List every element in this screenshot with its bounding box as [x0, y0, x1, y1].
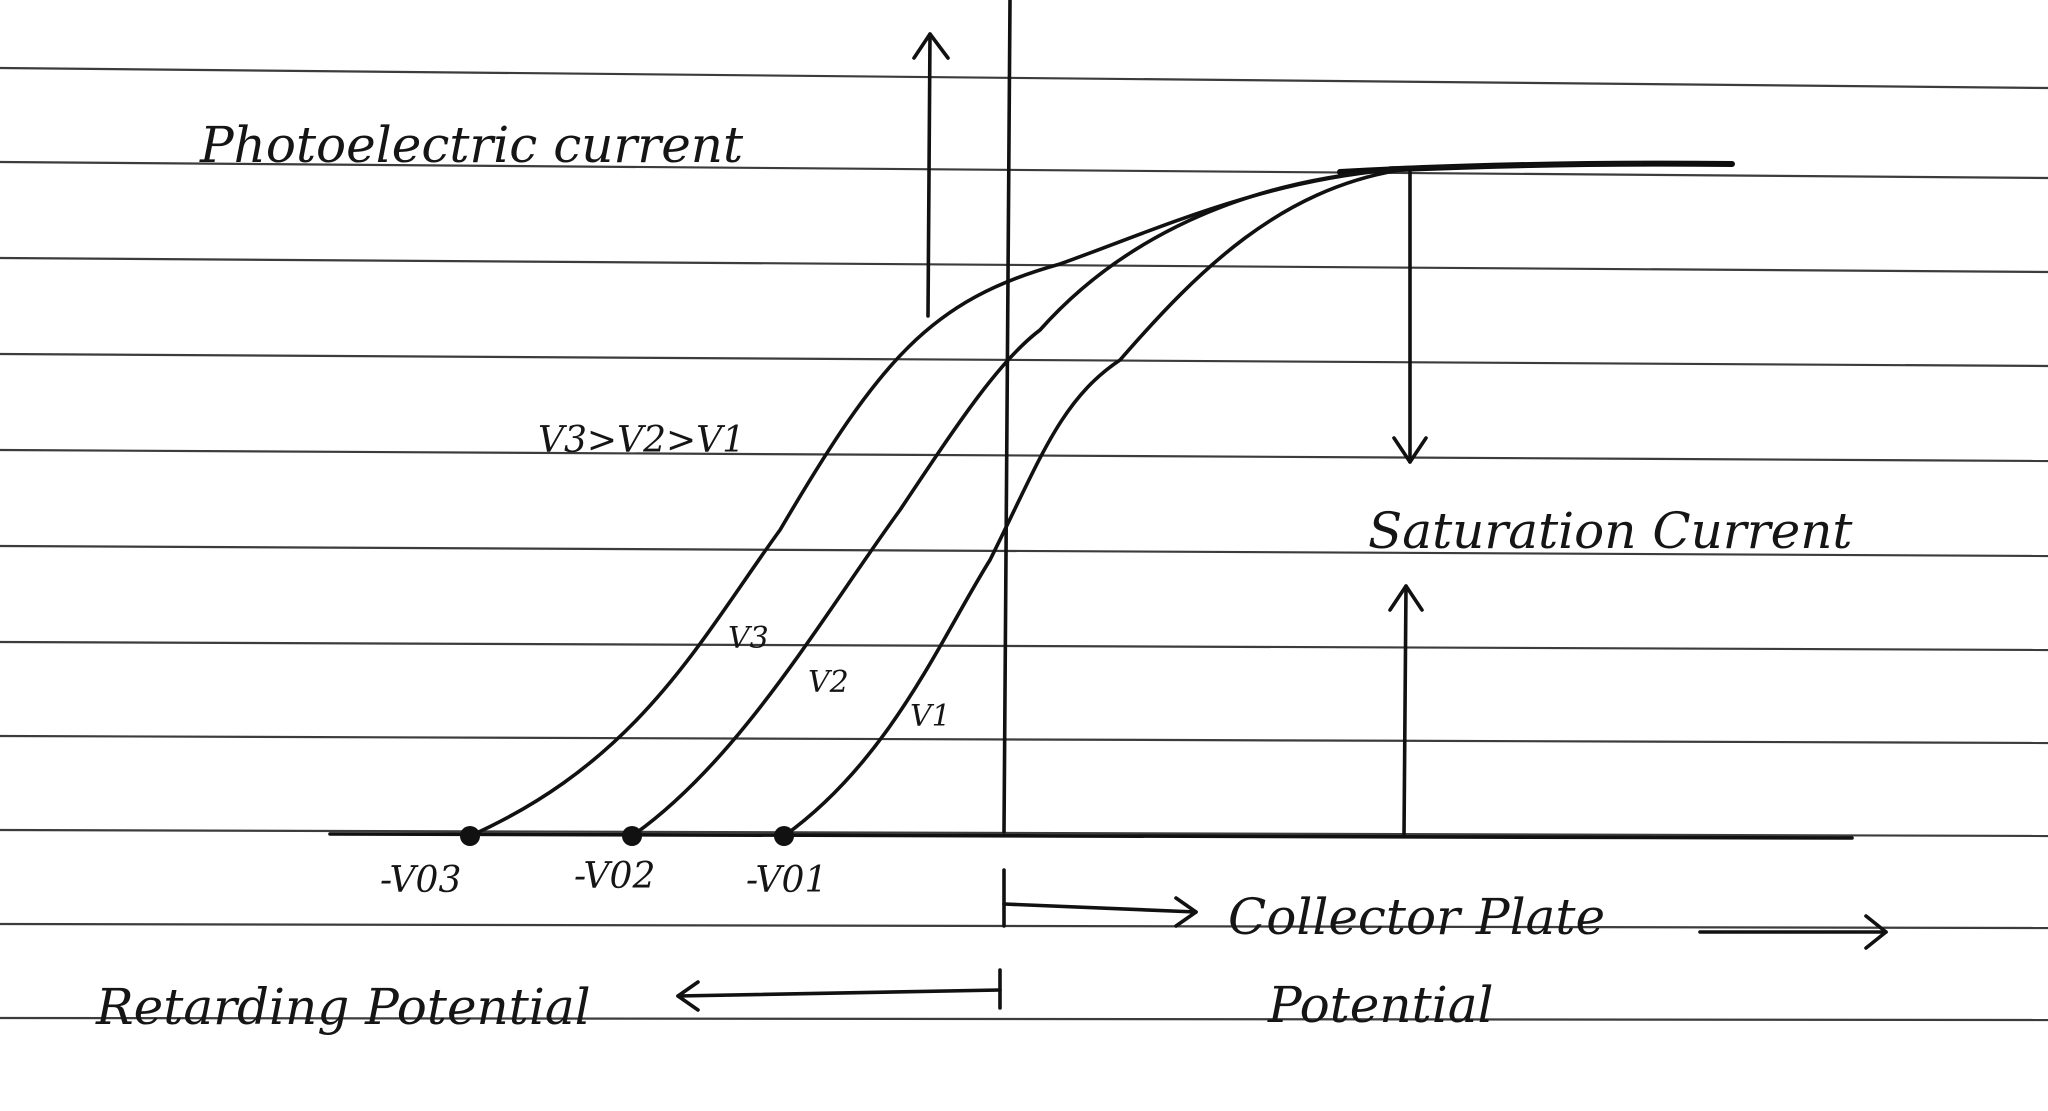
collector-arrow — [1002, 868, 1198, 928]
saturation-plateau-fringe — [1388, 161, 1642, 170]
point-v02 — [622, 826, 642, 846]
y-axis-label: Photoelectric current — [199, 116, 744, 174]
intercept-label-v02: -V02 — [574, 856, 655, 897]
retarding-arrow — [676, 968, 1002, 1012]
relation-label: V3>V2>V1 — [538, 420, 745, 461]
rule-line — [0, 448, 2048, 463]
rule-line — [0, 544, 2048, 558]
curve-v3 — [468, 168, 1392, 838]
collector-arrow-right — [1698, 914, 1888, 950]
curve-label-v3: V3 — [728, 621, 769, 656]
intercept-label-v01: -V01 — [746, 860, 827, 901]
curve-label-v2: V2 — [808, 665, 849, 700]
intercept-label-v03: -V03 — [380, 860, 461, 901]
x-axis — [328, 832, 1854, 840]
rule-line — [0, 640, 2048, 652]
rule-line — [0, 922, 2048, 930]
rule-line — [0, 352, 2048, 368]
retarding-label: Retarding Potential — [95, 978, 591, 1036]
current-arrow — [912, 32, 950, 318]
rule-line — [0, 1016, 2048, 1022]
rule-line — [0, 828, 2048, 838]
curve-v2 — [630, 168, 1392, 838]
point-v01 — [774, 826, 794, 846]
rule-line — [0, 66, 2048, 90]
collector-label: Collector Plate — [1228, 888, 1605, 946]
rule-line — [0, 160, 2048, 180]
ruled-lines — [0, 66, 2048, 1022]
curve-label-v1: V1 — [910, 699, 951, 734]
collector-label-2: Potential — [1267, 976, 1494, 1034]
saturation-label: Saturation Current — [1368, 502, 1853, 560]
rule-line — [0, 256, 2048, 274]
saturation-arrow-up — [1388, 584, 1424, 838]
point-v03 — [460, 826, 480, 846]
saturation-arrow-down — [1392, 170, 1428, 464]
rule-line — [0, 734, 2048, 745]
curve-v1 — [782, 168, 1402, 838]
y-axis — [1002, 0, 1012, 834]
